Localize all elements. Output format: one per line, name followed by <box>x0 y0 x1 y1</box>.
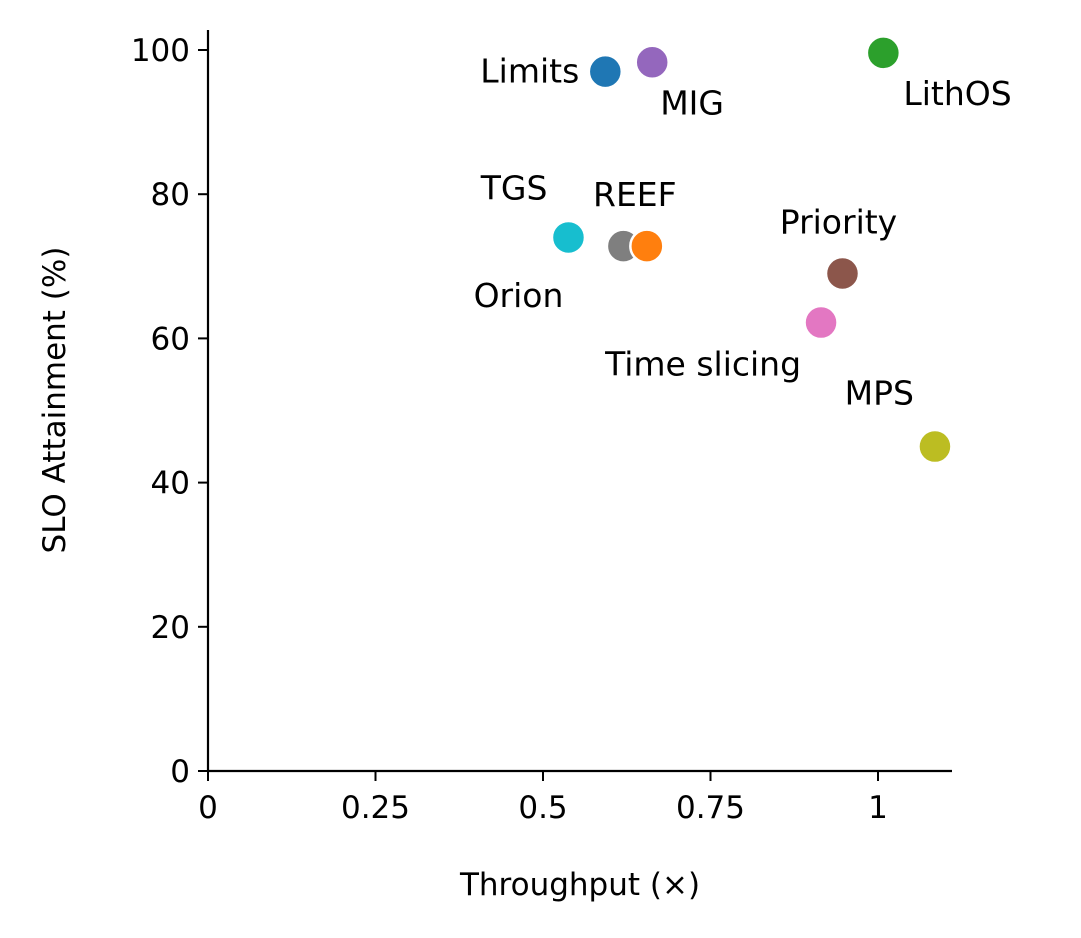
y-tick-label: 40 <box>151 466 190 502</box>
point-label-mps: MPS <box>845 374 914 413</box>
point-label-time-slicing: Time slicing <box>604 345 801 384</box>
point-mps <box>917 428 953 465</box>
x-axis-title: Throughput (×) <box>459 867 700 903</box>
y-tick-label: 0 <box>170 754 190 790</box>
point-label-reef: REEF <box>593 175 677 214</box>
point-tgs <box>550 219 587 256</box>
plot-area <box>206 30 952 773</box>
y-tick-label: 60 <box>151 321 190 357</box>
x-tick-label: 0.25 <box>341 790 410 826</box>
x-tick-label: 1 <box>868 790 888 826</box>
point-reef <box>629 228 665 264</box>
x-axis-ticks: 0 0.25 0.5 0.75 1 <box>198 771 888 826</box>
point-label-lithos: LithOS <box>903 74 1011 113</box>
point-limits <box>587 53 624 90</box>
point-lithos <box>865 35 902 71</box>
point-label-orion: Orion <box>474 276 564 315</box>
y-axis-ticks: 0 20 40 60 80 100 <box>131 33 208 790</box>
point-label-limits: Limits <box>480 52 579 91</box>
y-axis-title: SLO Attainment (%) <box>37 247 73 554</box>
x-tick-label: 0.75 <box>676 790 745 826</box>
x-tick-label: 0.5 <box>518 790 567 826</box>
data-points <box>550 35 953 465</box>
point-time-slicing <box>803 304 839 341</box>
point-label-mig: MIG <box>660 83 724 122</box>
y-tick-label: 100 <box>131 33 190 69</box>
point-label-priority: Priority <box>780 203 897 242</box>
y-tick-label: 80 <box>151 177 190 213</box>
point-mig <box>634 44 670 81</box>
data-point-labels: Orion REEF TGS Limits MIG LithOS Priority Time … <box>474 52 1012 413</box>
point-label-tgs: TGS <box>480 168 548 207</box>
x-tick-label: 0 <box>198 790 218 826</box>
point-priority <box>824 255 861 292</box>
y-tick-label: 20 <box>151 610 190 646</box>
